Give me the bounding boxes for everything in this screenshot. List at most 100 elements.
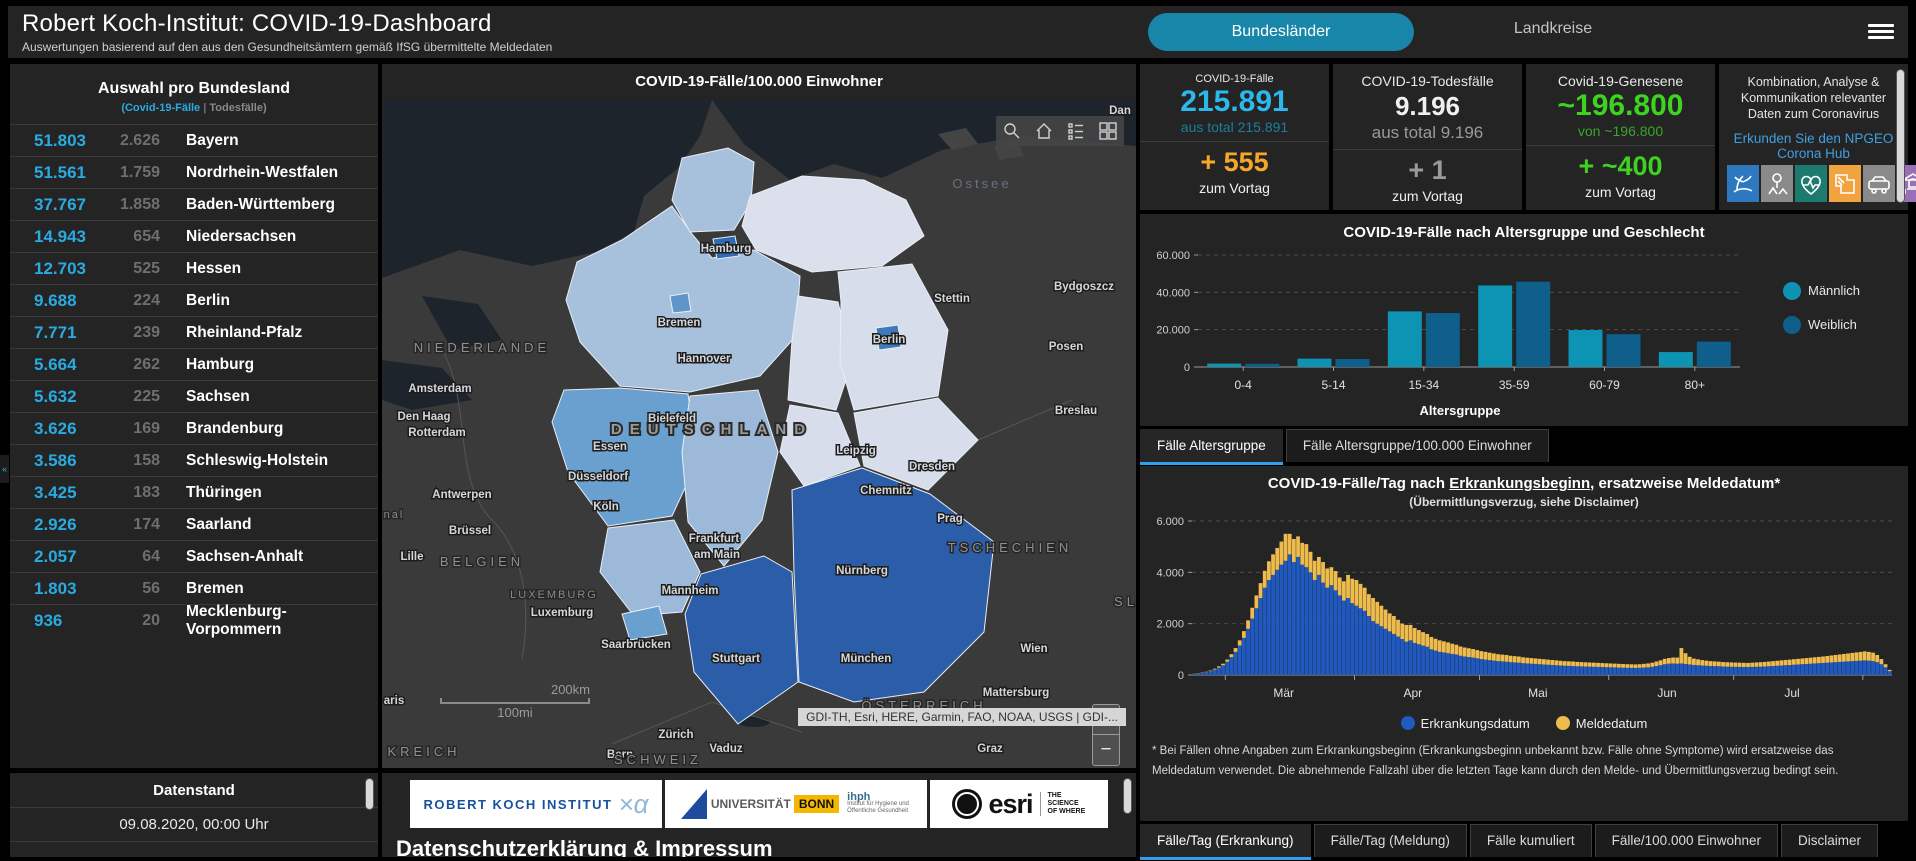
- age-tab-1[interactable]: Fälle Altersgruppe/100.000 Einwohner: [1285, 429, 1549, 462]
- npgeo-scrollbar[interactable]: [1896, 69, 1905, 203]
- bar-erkrankung: [1837, 661, 1842, 675]
- bar-maennlich: [1297, 358, 1332, 367]
- bar-meldung: [1842, 653, 1846, 662]
- map-state-Bayern[interactable]: [791, 467, 995, 703]
- map-state-Hessen[interactable]: [681, 389, 779, 567]
- map-label: Berlin: [873, 334, 906, 346]
- sidebar-collapse-handle[interactable]: «: [0, 455, 9, 483]
- bar-erkrankung: [1508, 662, 1513, 675]
- map-state-Sachsen[interactable]: [853, 397, 979, 491]
- map-state-Nordrhein-Westfalen[interactable]: [551, 387, 699, 527]
- state-name: Schleswig-Holstein: [186, 451, 329, 469]
- state-list: 51.803 2.626 Bayern 51.561 1.759 Nordrhein-We…: [10, 124, 378, 638]
- bar-meldung: [1496, 654, 1500, 662]
- state-row[interactable]: 936 20 Mecklenburg-Vorpommern: [10, 603, 378, 638]
- bar-meldung: [1454, 644, 1459, 655]
- bar-meldung: [1554, 660, 1559, 666]
- legend-icon[interactable]: [1060, 116, 1092, 146]
- bar-maennlich: [1568, 330, 1603, 367]
- state-row[interactable]: 2.057 64 Sachsen-Anhalt: [10, 540, 378, 572]
- bar-meldung: [1500, 654, 1505, 662]
- daily-tab-0[interactable]: Fälle/Tag (Erkrankung): [1140, 824, 1311, 857]
- map-state-Hamburg[interactable]: [712, 235, 740, 260]
- state-row[interactable]: 5.632 225 Sachsen: [10, 380, 378, 412]
- state-row[interactable]: 5.664 262 Hamburg: [10, 348, 378, 380]
- state-row[interactable]: 37.767 1.858 Baden-Württemberg: [10, 188, 378, 220]
- svg-text:Weiblich: Weiblich: [1808, 317, 1857, 332]
- deaths-value: 9.196: [1394, 91, 1461, 121]
- age-chart[interactable]: 0 20.000 40.000 60.000 0-4 5-14 15-34 35-59 60-7…: [1140, 247, 1908, 399]
- home-icon[interactable]: [1028, 116, 1060, 146]
- map-state-Thüringen[interactable]: [779, 404, 861, 487]
- state-row[interactable]: 3.425 183 Thüringen: [10, 476, 378, 508]
- tab-landkreise[interactable]: Landkreise: [1478, 20, 1628, 38]
- map-state-Saarland[interactable]: [621, 605, 668, 641]
- bar-erkrankung: [1446, 653, 1450, 675]
- daily-tab-3[interactable]: Fälle/100.000 Einwohner: [1594, 824, 1779, 857]
- bar-erkrankung: [1717, 666, 1721, 675]
- state-row[interactable]: 14.943 654 Niedersachsen: [10, 220, 378, 252]
- bar-meldung: [1662, 658, 1667, 665]
- state-cases: 3.425: [34, 482, 77, 502]
- bar-erkrankung: [1337, 595, 1342, 675]
- npgeo-hub-link[interactable]: Erkunden Sie den NPGEO Corona Hub: [1733, 131, 1894, 161]
- bar-weiblich: [1245, 363, 1280, 367]
- daily-tab-1[interactable]: Fälle/Tag (Meldung): [1313, 824, 1467, 857]
- recovered-subvalue: von ~196.800: [1526, 123, 1715, 146]
- daily-tab-4[interactable]: Disclaimer: [1781, 824, 1879, 857]
- bar-meldung: [1350, 578, 1355, 604]
- map-label: Wien: [1020, 643, 1047, 655]
- zoom-out-button[interactable]: −: [1093, 735, 1119, 765]
- age-tab-0[interactable]: Fälle Altersgruppe: [1140, 429, 1283, 462]
- hamburger-icon[interactable]: [1868, 20, 1894, 42]
- map-state-Baden-Württemberg[interactable]: [684, 555, 799, 725]
- germany-choropleth-map[interactable]: Ostsee Dan NIEDERLANDE Amsterdam Den Haag Rot…: [382, 100, 1136, 768]
- bar-erkrankung: [1683, 663, 1688, 675]
- datenstand-scrollbar[interactable]: [365, 778, 374, 810]
- bar-meldung: [1808, 657, 1813, 664]
- state-name: Berlin: [186, 291, 230, 309]
- state-row[interactable]: 51.561 1.759 Nordrhein-Westfalen: [10, 156, 378, 188]
- bar-erkrankung: [1737, 666, 1742, 675]
- state-row[interactable]: 7.771 239 Rheinland-Pfalz: [10, 316, 378, 348]
- bar-erkrankung: [1642, 667, 1646, 675]
- bar-meldung: [1708, 661, 1713, 667]
- map-state-Rheinland-Pfalz[interactable]: [599, 519, 701, 617]
- bar-erkrankung: [1542, 664, 1546, 675]
- map-state-Berlin[interactable]: [875, 324, 902, 351]
- state-row[interactable]: 9.688 224 Berlin: [10, 284, 378, 316]
- bar-meldung: [1258, 583, 1263, 598]
- state-row[interactable]: 12.703 525 Hessen: [10, 252, 378, 284]
- state-row[interactable]: 3.626 169 Brandenburg: [10, 412, 378, 444]
- bar-meldung: [1604, 663, 1609, 668]
- bar-meldung: [1612, 663, 1617, 668]
- svg-text:Jul: Jul: [1784, 686, 1799, 700]
- state-cases: 12.703: [34, 258, 86, 278]
- bar-meldung: [1467, 648, 1471, 658]
- state-name: Sachsen: [186, 387, 250, 405]
- daily-tab-2[interactable]: Fälle kumuliert: [1469, 824, 1592, 857]
- search-icon[interactable]: [996, 116, 1028, 146]
- bar-erkrankung: [1387, 631, 1392, 675]
- footer-scrollbar[interactable]: [1123, 778, 1132, 814]
- map-state-Schleswig-Holstein[interactable]: [671, 147, 755, 233]
- bar-erkrankung: [1787, 664, 1792, 675]
- map-label: Luxemburg: [531, 607, 594, 619]
- daily-chart[interactable]: 0 2.000 4.000 6.000 Mär Apr Mai Jun Jul: [1140, 513, 1908, 709]
- bar-meldung: [1417, 630, 1421, 645]
- map-state-Mecklenburg-Vorpommern[interactable]: [741, 175, 925, 273]
- tab-bundeslaender[interactable]: Bundesländer: [1148, 13, 1414, 51]
- basemap-icon[interactable]: [1092, 116, 1124, 146]
- state-row[interactable]: 3.586 158 Schleswig-Holstein: [10, 444, 378, 476]
- state-row[interactable]: 2.926 174 Saarland: [10, 508, 378, 540]
- bar-erkrankung: [1625, 667, 1630, 675]
- map-state-Bremen[interactable]: [669, 292, 692, 314]
- bar-meldung: [1212, 668, 1217, 670]
- state-row[interactable]: 1.803 56 Bremen: [10, 572, 378, 604]
- age-chart-xlabel: Altersgruppe: [1419, 403, 1501, 418]
- state-row[interactable]: 51.803 2.626 Bayern: [10, 124, 378, 156]
- map-label: Hannover: [677, 353, 731, 365]
- bar-erkrankung: [1854, 660, 1859, 675]
- bar-meldung: [1208, 670, 1213, 672]
- map-state-Sachsen-Anhalt[interactable]: [787, 295, 853, 411]
